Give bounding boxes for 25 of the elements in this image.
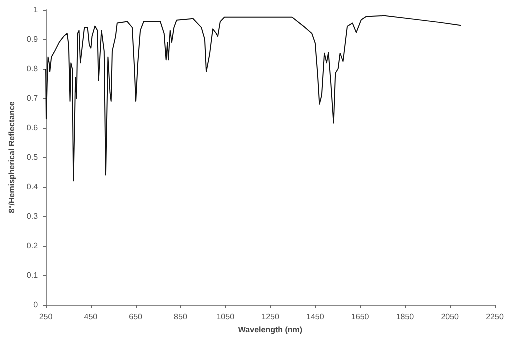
line-series: [46, 15, 462, 182]
x-tick-label: 1650: [351, 312, 370, 322]
y-tick-label: 0.5: [26, 153, 39, 162]
y-tick-label: 0.1: [26, 271, 39, 280]
y-axis-title: 8°/Hemispherical Reflectance: [8, 101, 16, 214]
y-tick-label: 0.6: [26, 124, 39, 132]
x-tick-label: 1050: [216, 312, 236, 322]
x-tick-label: 850: [174, 312, 188, 322]
y-tick-label: 0.4: [26, 182, 39, 192]
x-axis-title: Wavelength (nm): [238, 325, 303, 334]
x-tick-label: 1450: [306, 312, 325, 322]
x-tick-label: 2250: [486, 312, 504, 322]
y-tick-label: 0.2: [26, 242, 39, 250]
y-tick-label: 0.3: [26, 212, 39, 221]
y-tick-label: 0.7: [26, 94, 39, 103]
x-tick-label: 2050: [441, 312, 460, 322]
x-tick-label: 450: [84, 312, 98, 322]
x-tick-label: 250: [39, 312, 54, 322]
x-tick-label: 1250: [262, 312, 280, 322]
y-tick-label: 0: [34, 300, 39, 310]
y-tick-label: 0.9: [26, 35, 39, 44]
x-tick-label: 1850: [396, 312, 415, 322]
y-tick-label: 0.8: [26, 64, 39, 74]
y-tick-label: 1: [34, 6, 39, 14]
x-tick-label: 650: [129, 312, 144, 322]
